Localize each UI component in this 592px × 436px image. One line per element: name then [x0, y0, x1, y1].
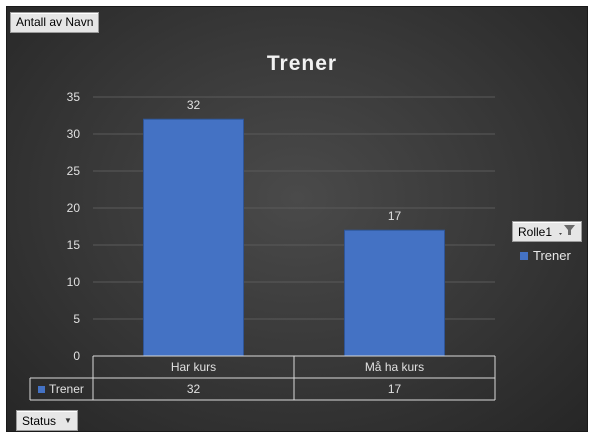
table-value: 17	[388, 382, 402, 396]
y-tick-label: 10	[67, 275, 81, 289]
legend-label: Trener	[533, 248, 571, 263]
y-tick-label: 5	[73, 312, 80, 326]
status-field-label: Status	[22, 413, 57, 428]
status-field-button[interactable]: Status ▼	[16, 410, 78, 431]
value-field-button[interactable]: Antall av Navn	[10, 12, 100, 33]
category-label: Har kurs	[171, 360, 216, 374]
y-tick-label: 30	[67, 127, 81, 141]
filter-icon[interactable]	[558, 224, 576, 239]
chevron-down-icon[interactable]: ▼	[64, 416, 72, 425]
category-label: Må ha kurs	[365, 360, 424, 374]
data-label: 32	[187, 98, 201, 112]
data-label: 17	[388, 209, 402, 223]
y-tick-label: 0	[73, 349, 80, 363]
legend-entry: Trener	[520, 248, 571, 263]
table-value: 32	[187, 382, 201, 396]
y-tick-label: 20	[67, 201, 81, 215]
chart-title: Trener	[267, 52, 337, 75]
legend-swatch	[520, 251, 528, 260]
table-legend-swatch	[38, 386, 45, 393]
bars	[143, 118, 445, 357]
y-axis: 0 5 10 15 20 25 30 35	[67, 90, 81, 363]
legend-field-label: Rolle1	[518, 224, 553, 239]
bar	[344, 229, 445, 357]
data-table: Har kurs 32 Må ha kurs 17 Trener	[29, 355, 496, 401]
chart-area	[6, 6, 588, 432]
y-tick-label: 35	[67, 90, 81, 104]
bar	[143, 118, 244, 357]
table-series-name: Trener	[49, 382, 84, 396]
y-tick-label: 15	[67, 238, 81, 252]
legend-field-button[interactable]: Rolle1	[512, 221, 583, 242]
data-labels: 32 17	[187, 98, 402, 223]
y-tick-label: 25	[67, 164, 81, 178]
value-field-label: Antall av Navn	[16, 15, 94, 29]
